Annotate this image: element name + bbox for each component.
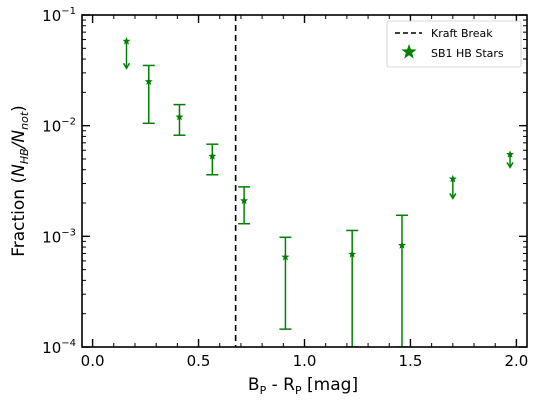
data-point-8 xyxy=(448,174,457,200)
legend-star-icon xyxy=(401,44,417,59)
data-point-4 xyxy=(238,186,251,225)
x-tick-label: 0.0 xyxy=(81,352,105,370)
data-point-marker xyxy=(506,150,515,158)
data-point-1 xyxy=(142,64,155,125)
data-point-marker xyxy=(240,196,249,205)
data-point-marker xyxy=(144,77,153,86)
upper-limit-arrow xyxy=(506,161,514,169)
data-point-6 xyxy=(346,229,359,347)
legend-kraft-label: Kraft Break xyxy=(431,27,493,40)
upper-limit-arrow xyxy=(449,193,457,200)
y-tick-label: 10−2 xyxy=(42,117,76,136)
plot-area xyxy=(122,15,515,347)
x-tick-label: 0.5 xyxy=(187,352,211,370)
x-axis-label: BP - RP [mag] xyxy=(248,375,358,397)
y-tick-label: 10−3 xyxy=(42,227,76,246)
y-tick-label: 10−1 xyxy=(42,6,76,25)
data-point-marker xyxy=(348,249,357,258)
axes: 0.0 0.5 1.0 1.5 2.0 10−4 10−3 10−2 10−1 xyxy=(42,6,528,370)
data-point-marker xyxy=(448,174,457,183)
data-point-5 xyxy=(279,236,292,330)
upper-limit-arrow xyxy=(122,62,131,70)
data-point-marker xyxy=(397,241,406,249)
data-point-7 xyxy=(395,214,408,347)
data-point-9 xyxy=(506,150,515,169)
data-point-3 xyxy=(206,143,219,176)
y-axis-label: Fraction (NHB/Nnot) xyxy=(9,105,31,257)
data-point-marker xyxy=(122,36,131,45)
y-tick-label: 10−4 xyxy=(42,338,76,357)
data-point-2 xyxy=(173,103,186,136)
x-tick-label: 1.5 xyxy=(399,352,423,370)
data-point-marker xyxy=(208,151,217,160)
data-layer xyxy=(122,15,515,347)
data-point-marker xyxy=(175,112,184,121)
x-tick-label: 1.0 xyxy=(293,352,317,370)
data-point-marker xyxy=(281,252,290,261)
legend-series-label: SB1 HB Stars xyxy=(431,47,504,60)
legend: Kraft Break SB1 HB Stars xyxy=(386,20,522,68)
x-tick-label: 2.0 xyxy=(504,352,528,370)
data-point-0 xyxy=(122,36,131,70)
